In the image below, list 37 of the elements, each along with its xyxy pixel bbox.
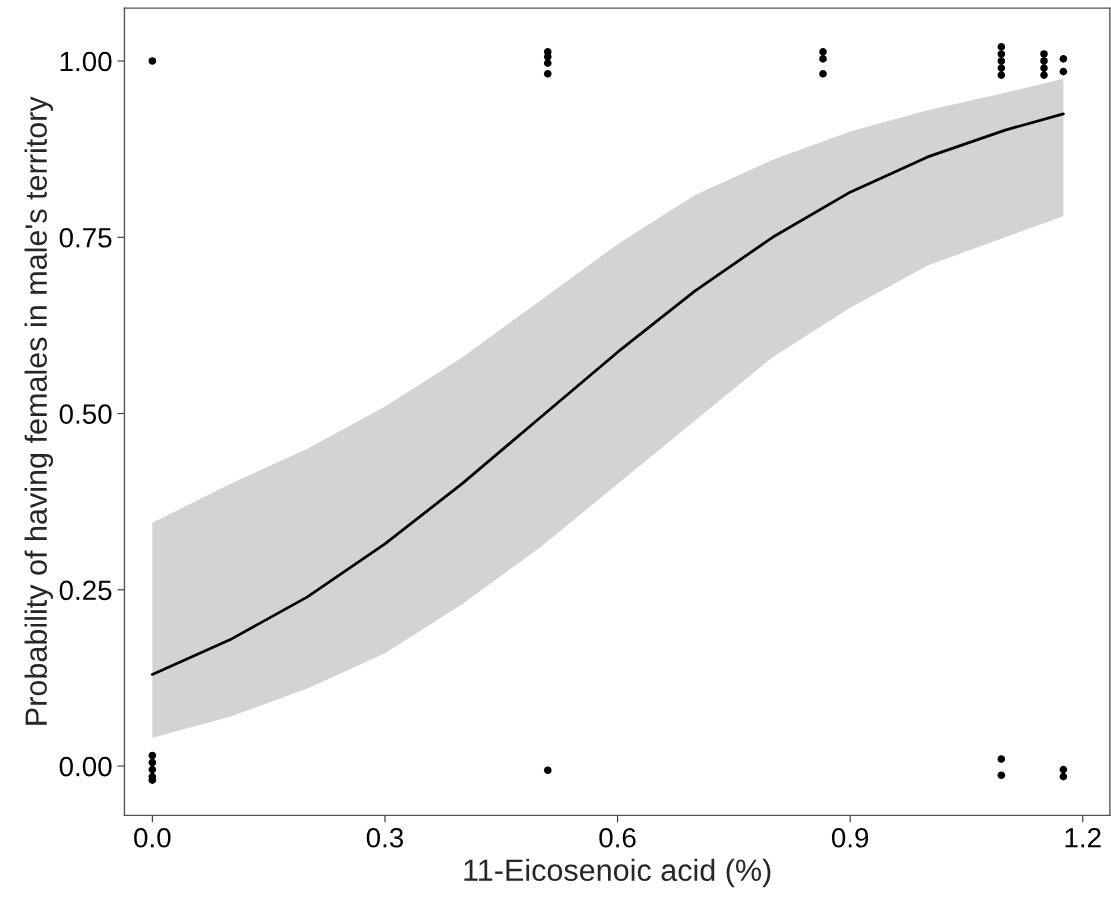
x-tick-label: 0.6 bbox=[599, 827, 636, 848]
point bbox=[1040, 64, 1048, 72]
y-axis-title: Probability of having females in male's territory bbox=[24, 96, 54, 725]
point bbox=[819, 69, 827, 78]
point bbox=[543, 59, 552, 67]
y-tick-label: 1.00 bbox=[60, 51, 112, 72]
point bbox=[997, 755, 1006, 763]
point bbox=[1059, 772, 1068, 781]
point bbox=[819, 55, 827, 63]
point bbox=[1059, 765, 1068, 774]
point bbox=[543, 69, 552, 78]
x-tick-label: 1.2 bbox=[1065, 827, 1101, 848]
point bbox=[997, 57, 1006, 65]
x-tick-label: 0.9 bbox=[831, 827, 869, 848]
point bbox=[148, 758, 157, 767]
point bbox=[148, 765, 157, 774]
y-tick-label: 0.00 bbox=[59, 756, 112, 777]
x-axis-title: 11-Eicosenoic acid (%) bbox=[464, 858, 771, 888]
point bbox=[1040, 71, 1048, 79]
point bbox=[1059, 67, 1068, 76]
point bbox=[1059, 55, 1068, 63]
x-tick-label: 0.3 bbox=[366, 827, 404, 848]
x-tick-label: 0.0 bbox=[134, 827, 171, 848]
point bbox=[997, 64, 1006, 72]
y-tick-label: 0.25 bbox=[59, 580, 112, 601]
y-tick-label: 0.75 bbox=[59, 227, 112, 248]
point bbox=[148, 57, 157, 65]
point bbox=[997, 71, 1006, 79]
point bbox=[1040, 57, 1048, 65]
point bbox=[543, 766, 552, 775]
y-tick-label: 0.50 bbox=[59, 404, 112, 424]
point bbox=[819, 48, 827, 56]
point bbox=[997, 43, 1006, 51]
point bbox=[997, 771, 1006, 780]
point bbox=[1040, 50, 1048, 58]
point bbox=[997, 50, 1006, 58]
point bbox=[148, 751, 157, 760]
